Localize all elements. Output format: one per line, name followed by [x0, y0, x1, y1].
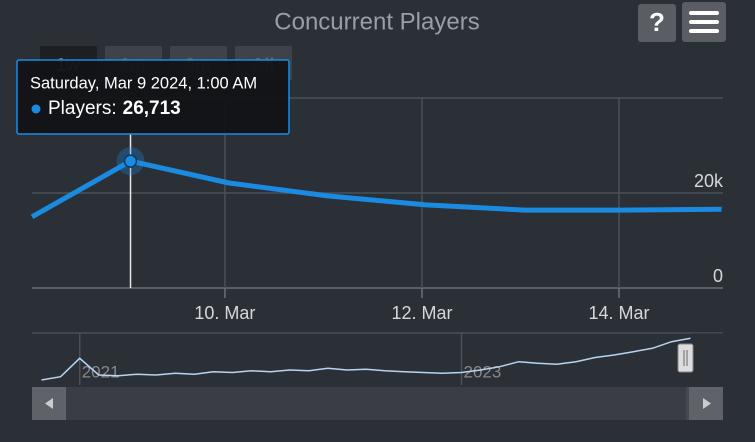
- tooltip-box: [16, 59, 290, 135]
- menu-bar[interactable]: [689, 11, 719, 15]
- arrow-right[interactable]: [703, 398, 711, 409]
- navigator-line: [41, 337, 691, 381]
- menu-button[interactable]: [682, 2, 726, 42]
- tooltip-label: Players:: [48, 98, 117, 119]
- y-tick-label: 20k: [694, 171, 724, 191]
- navigator: 2021 2023: [32, 332, 723, 385]
- navigator-handle[interactable]: [677, 343, 694, 373]
- series-line: [30, 158, 722, 219]
- navigator-outside: [691, 333, 723, 385]
- navigator-tick-label: 2021: [82, 362, 120, 381]
- tooltip-value: 26,713: [123, 98, 181, 119]
- tooltip: Saturday, Mar 9 2024, 1:00 AM Players: 26,…: [16, 59, 290, 135]
- scrollbar[interactable]: [32, 387, 723, 420]
- scrollbar-thumb[interactable]: [66, 387, 686, 420]
- x-tick-label: 10. Mar: [194, 303, 255, 323]
- help-button-bg[interactable]: [638, 4, 676, 42]
- arrow-left[interactable]: [45, 398, 53, 409]
- menu-bar[interactable]: [689, 29, 719, 33]
- tooltip-bullet: [31, 104, 41, 114]
- x-tick-label: 12. Mar: [391, 303, 452, 323]
- y-tick-label: 0: [713, 266, 723, 286]
- plot-area: 0 20k 10. Mar 12. Mar 14. Mar: [30, 97, 724, 323]
- help-icon[interactable]: ?: [649, 7, 665, 37]
- navigator-tick-label: 2023: [463, 362, 501, 381]
- tooltip-header: Saturday, Mar 9 2024, 1:00 AM: [30, 74, 257, 92]
- help-button[interactable]: ?: [638, 4, 676, 42]
- data-point: [123, 154, 138, 168]
- chart-title: Concurrent Players: [274, 8, 479, 35]
- x-tick-label: 14. Mar: [588, 303, 649, 323]
- menu-bar[interactable]: [689, 20, 719, 24]
